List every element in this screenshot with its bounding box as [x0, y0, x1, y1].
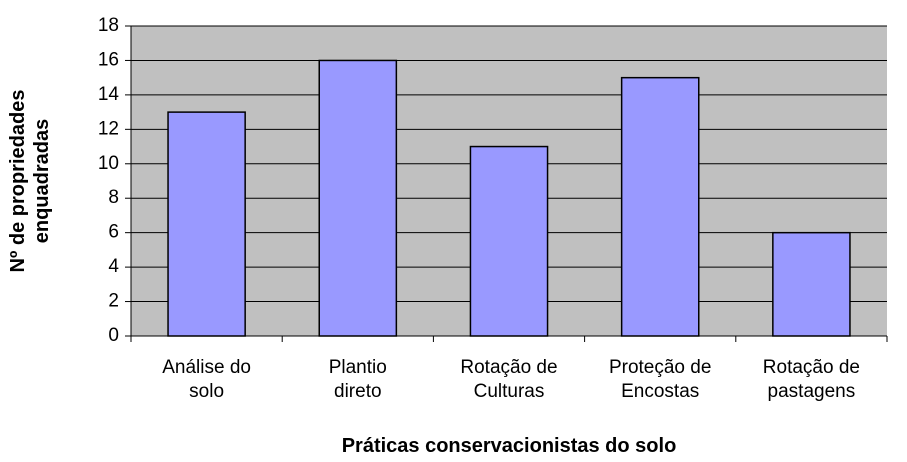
y-tick-label: 2 — [108, 291, 119, 312]
bar — [318, 59, 398, 337]
y-tick-label: 0 — [108, 325, 119, 346]
y-tick-label: 12 — [98, 118, 119, 139]
y-tick-label: 4 — [108, 256, 119, 277]
bar — [620, 76, 700, 337]
x-tick-label: Plantio direto — [328, 357, 387, 402]
x-axis-title: Práticas conservacionistas do solo — [341, 435, 677, 457]
y-tick-label: 16 — [98, 49, 119, 70]
y-tick-label: 8 — [108, 187, 119, 208]
y-tick-label: 14 — [98, 84, 120, 105]
bar — [469, 145, 549, 337]
bar — [772, 231, 851, 337]
x-tick-label: Rotação de pastagens — [762, 357, 860, 402]
y-tick-label: 18 — [98, 15, 119, 36]
y-tick-label: 6 — [108, 222, 119, 243]
x-tick-label: Análise do solo — [162, 357, 251, 402]
x-tick-label: Proteção de Encostas — [608, 357, 712, 402]
x-tick-label: Rotação de Culturas — [460, 357, 558, 402]
y-tick-label: 10 — [98, 153, 119, 174]
y-axis-title: Nº de propriedades enquadradas — [7, 89, 53, 273]
bar — [167, 111, 246, 337]
